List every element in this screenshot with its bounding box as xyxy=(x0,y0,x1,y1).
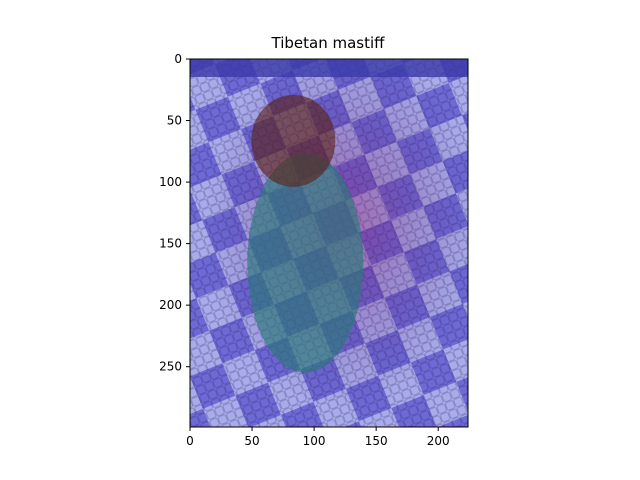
x-tick-label: 100 xyxy=(303,434,326,448)
y-axis: 0 50 100 150 200 250 xyxy=(159,52,190,374)
y-tick-label: 50 xyxy=(167,114,182,128)
x-tick-label: 0 xyxy=(186,434,194,448)
plot-frame xyxy=(189,58,469,428)
heatmap-image xyxy=(190,59,468,427)
x-tick-label: 150 xyxy=(365,434,388,448)
chart-title: Tibetan mastiff xyxy=(271,34,386,52)
y-tick-label: 150 xyxy=(159,237,182,251)
wall-strip xyxy=(190,59,468,77)
y-tick-label: 250 xyxy=(159,360,182,374)
puppy-body xyxy=(247,152,364,373)
y-tick-label: 0 xyxy=(174,52,182,66)
puppy-head xyxy=(251,94,336,187)
y-tick-label: 100 xyxy=(159,175,182,189)
x-tick-label: 50 xyxy=(244,434,259,448)
x-axis: 0 50 100 150 200 xyxy=(186,427,450,448)
y-tick-label: 200 xyxy=(159,298,182,312)
x-tick-label: 200 xyxy=(427,434,450,448)
